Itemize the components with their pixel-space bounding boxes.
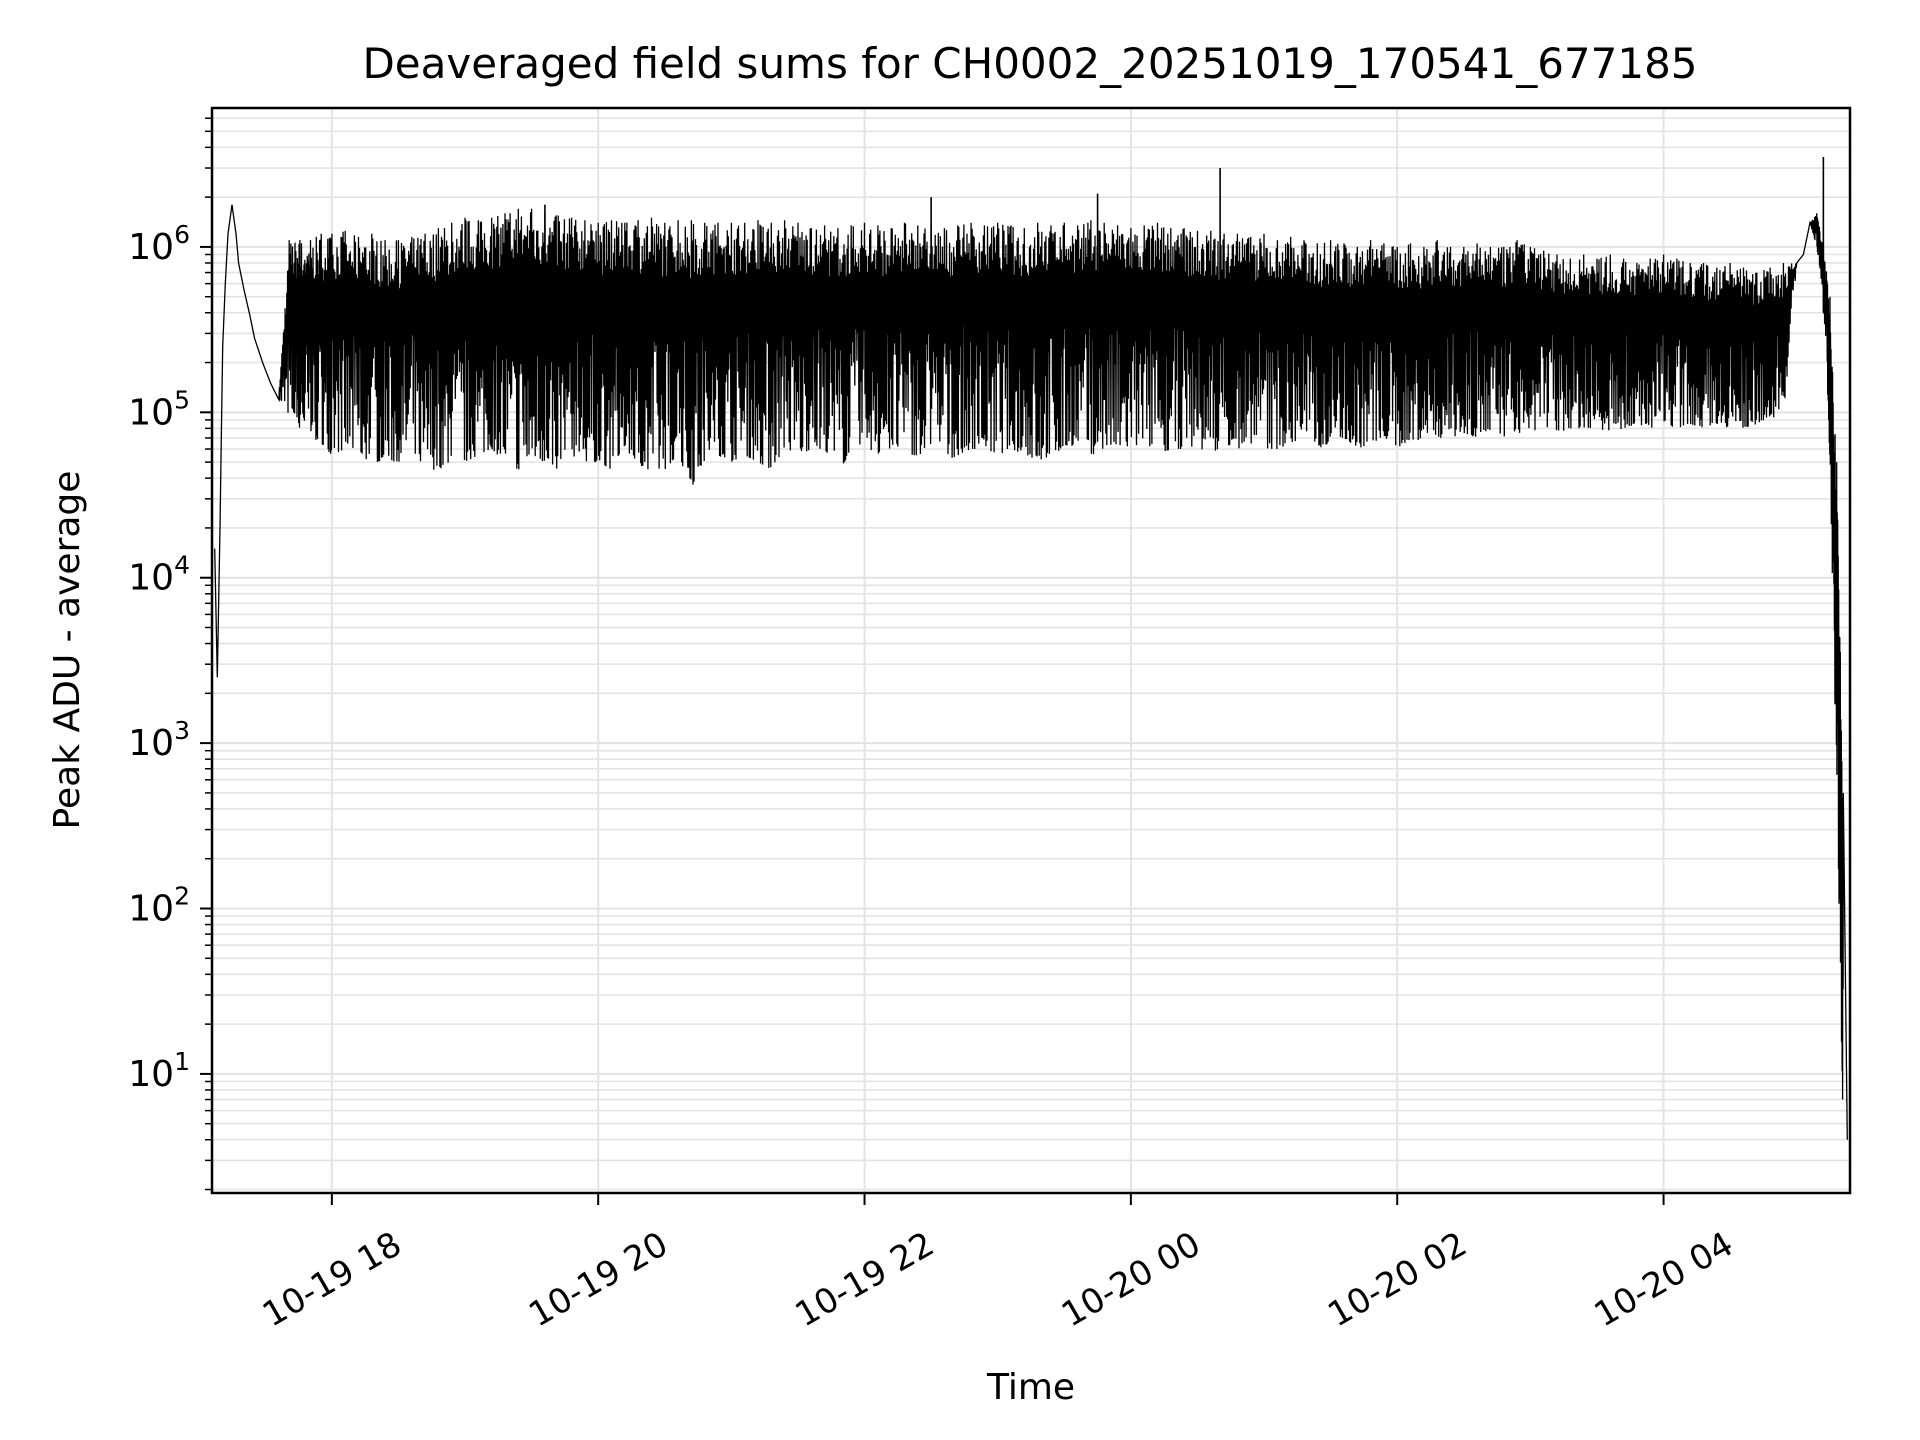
y-tick-label-exponent: 4 xyxy=(174,551,190,580)
y-axis-label: Peak ADU - average xyxy=(47,471,88,830)
y-tick-label-exponent: 1 xyxy=(174,1047,190,1076)
y-tick-label: 102 xyxy=(128,882,190,930)
y-tick-label-exponent: 5 xyxy=(174,385,190,414)
y-tick-label: 106 xyxy=(128,220,190,268)
y-tick-label-base: 10 xyxy=(128,227,174,268)
y-tick-label-base: 10 xyxy=(128,1054,174,1095)
y-tick-label-base: 10 xyxy=(128,392,174,433)
y-tick-label-exponent: 2 xyxy=(174,882,190,911)
y-tick-label: 103 xyxy=(128,716,190,764)
data-layer xyxy=(214,156,1848,1140)
y-tick-label: 104 xyxy=(128,551,190,599)
series-line xyxy=(214,204,1848,1140)
chart-title: Deaveraged field sums for CH0002_2025101… xyxy=(362,39,1697,88)
y-tick-label-base: 10 xyxy=(128,723,174,764)
y-tick-label: 105 xyxy=(128,385,190,433)
y-tick-label-exponent: 6 xyxy=(174,220,190,249)
y-tick-label-exponent: 3 xyxy=(174,716,190,745)
plot-frame xyxy=(210,106,1852,1195)
y-tick-label: 101 xyxy=(128,1047,190,1095)
y-tick-label-base: 10 xyxy=(128,558,174,599)
x-axis-label: Time xyxy=(986,1367,1075,1408)
y-tick-label-base: 10 xyxy=(128,889,174,930)
